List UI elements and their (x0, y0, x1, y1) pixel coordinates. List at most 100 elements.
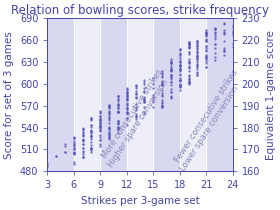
Point (204, 34, 208, 38)
Point (186, 64, 191, 67)
Point (107, 133, 111, 136)
Point (186, 74, 191, 77)
Point (125, 111, 129, 114)
Point (221, 31, 226, 34)
Point (160, 84, 164, 87)
Point (169, 70, 173, 73)
Point (125, 97, 129, 100)
Point (160, 100, 164, 104)
Point (116, 94, 120, 97)
Point (160, 73, 164, 76)
Y-axis label: Score for set of 3 games: Score for set of 3 games (4, 31, 14, 159)
Point (195, 71, 200, 74)
Point (195, 48, 200, 51)
Point (116, 95, 120, 98)
Point (133, 112, 138, 116)
Point (125, 87, 129, 90)
Point (169, 87, 173, 91)
Point (89, 125, 94, 128)
Point (186, 61, 191, 64)
Point (204, 40, 208, 43)
Point (98, 111, 102, 115)
Point (89, 134, 94, 137)
Point (133, 106, 138, 110)
Point (151, 86, 155, 89)
Point (54, 154, 59, 158)
Point (213, 28, 217, 31)
Point (107, 133, 111, 136)
Point (116, 110, 120, 114)
Point (72, 151, 76, 154)
Point (178, 80, 182, 83)
Point (178, 60, 182, 64)
Point (72, 143, 76, 147)
Point (116, 121, 120, 124)
Point (116, 102, 120, 105)
Point (169, 96, 173, 100)
Point (230, 31, 235, 34)
Point (89, 150, 94, 154)
Point (98, 126, 102, 129)
Point (89, 135, 94, 138)
Point (195, 67, 200, 71)
Point (98, 109, 102, 113)
Point (125, 116, 129, 120)
Point (178, 63, 182, 66)
Point (116, 125, 120, 128)
Point (221, 48, 226, 52)
Point (169, 61, 173, 64)
Point (178, 52, 182, 56)
Point (80, 146, 85, 150)
Point (178, 64, 182, 68)
Point (133, 108, 138, 112)
Point (133, 115, 138, 118)
Point (195, 74, 200, 77)
Point (221, 22, 226, 25)
Point (80, 134, 85, 137)
Point (63, 150, 67, 154)
Point (213, 35, 217, 39)
Point (186, 42, 191, 45)
Point (195, 54, 200, 57)
Point (116, 121, 120, 125)
Point (178, 76, 182, 80)
Point (169, 67, 173, 70)
Point (178, 67, 182, 71)
Point (160, 81, 164, 84)
Point (89, 129, 94, 132)
Point (195, 40, 200, 43)
Point (116, 95, 120, 98)
Point (186, 78, 191, 82)
Point (98, 121, 102, 125)
Point (160, 91, 164, 94)
Point (178, 60, 182, 63)
Point (213, 37, 217, 41)
Point (107, 128, 111, 131)
Point (178, 63, 182, 67)
Point (80, 137, 85, 141)
Point (169, 74, 173, 77)
Point (89, 119, 94, 122)
Point (160, 79, 164, 83)
Point (142, 100, 147, 104)
Point (80, 138, 85, 142)
Point (89, 123, 94, 126)
Point (133, 92, 138, 95)
Point (178, 61, 182, 64)
Point (45, 161, 50, 165)
Point (178, 55, 182, 58)
Point (107, 114, 111, 118)
Point (160, 104, 164, 107)
Point (186, 42, 191, 45)
Point (186, 59, 191, 62)
Point (221, 21, 226, 25)
Point (98, 122, 102, 125)
Bar (206, 18, 233, 171)
Point (45, 165, 50, 168)
Point (169, 77, 173, 81)
Point (221, 49, 226, 52)
Point (204, 66, 208, 69)
Point (178, 79, 182, 82)
Point (107, 106, 111, 110)
Point (107, 126, 111, 129)
